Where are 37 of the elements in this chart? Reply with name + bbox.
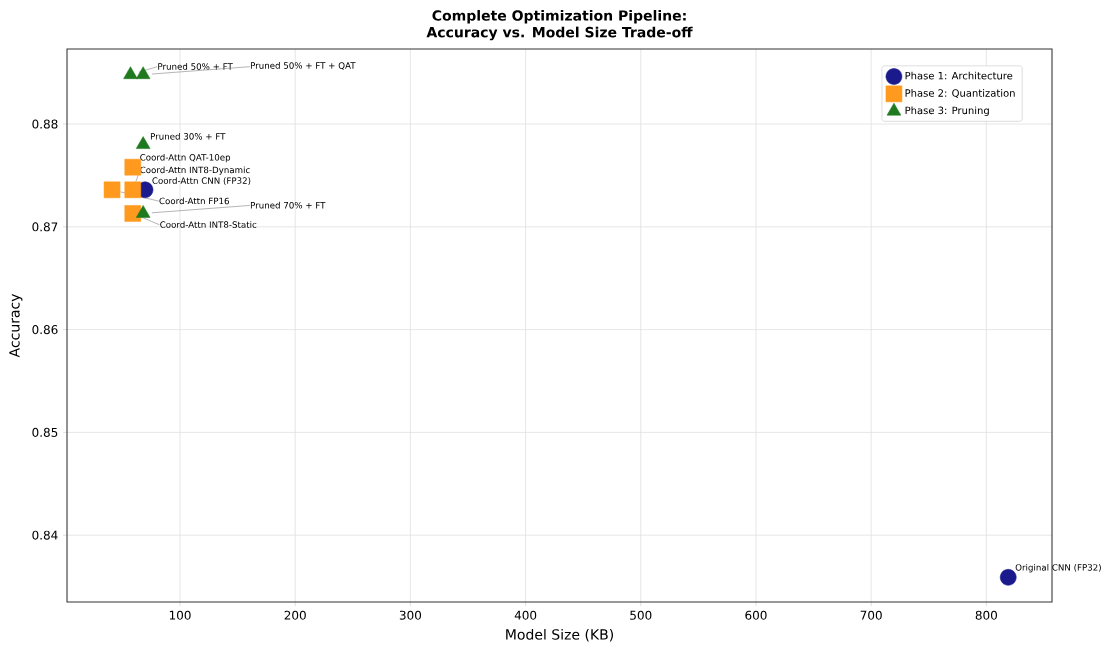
y-tick-label: 0.84	[32, 530, 58, 540]
y-tick-label: 0.88	[32, 119, 58, 129]
chart-subtitle: Accuracy vs. Model Size Trade-off	[426, 26, 693, 41]
point	[135, 136, 151, 149]
annotation: Coord-Attn FP16	[159, 197, 229, 205]
point	[135, 66, 151, 79]
point	[999, 569, 1017, 586]
chart-title: Complete Optimization Pipeline:	[432, 9, 686, 24]
annotation: Coord-Attn QAT-10ep	[140, 153, 231, 163]
x-tick-label: 100	[169, 610, 191, 620]
x-tick-label: 200	[284, 610, 306, 620]
x-tick-label: 300	[399, 610, 422, 620]
legend-label: Phase 1: Architecture	[905, 71, 1013, 80]
legend-label: Phase 3: Pruning	[905, 106, 989, 117]
point	[135, 205, 151, 218]
point	[124, 158, 142, 176]
point	[123, 66, 138, 79]
annotation: Coord-Attn CNN (FP32)	[152, 177, 251, 185]
annotation: Pruned 70% + FT	[250, 201, 326, 209]
annotation: Coord-Attn INT8-Static	[160, 221, 257, 228]
x-tick-label: 500	[630, 610, 652, 620]
point	[103, 181, 121, 199]
y-tick-label: 0.87	[32, 222, 58, 232]
x-axis-title: Model Size (KB)	[506, 628, 613, 642]
annotation: Pruned 30% + FT	[150, 132, 226, 140]
point	[124, 181, 142, 199]
x-tick-label: 800	[975, 610, 997, 620]
x-tick-label: 400	[514, 610, 537, 620]
y-tick-label: 0.86	[32, 325, 58, 335]
x-tick-label: 600	[745, 610, 767, 620]
y-tick-label: 0.85	[32, 427, 58, 437]
x-tick-label: 700	[860, 610, 882, 620]
annotation: Pruned 50% + FT	[158, 63, 233, 70]
annotation: Original CNN (FP32)	[1015, 563, 1101, 573]
legend-label: Phase 2: Quantization	[905, 89, 1015, 98]
y-axis-title: Accuracy	[9, 293, 23, 358]
annotation: Pruned 50% + FT + QAT	[250, 62, 356, 70]
